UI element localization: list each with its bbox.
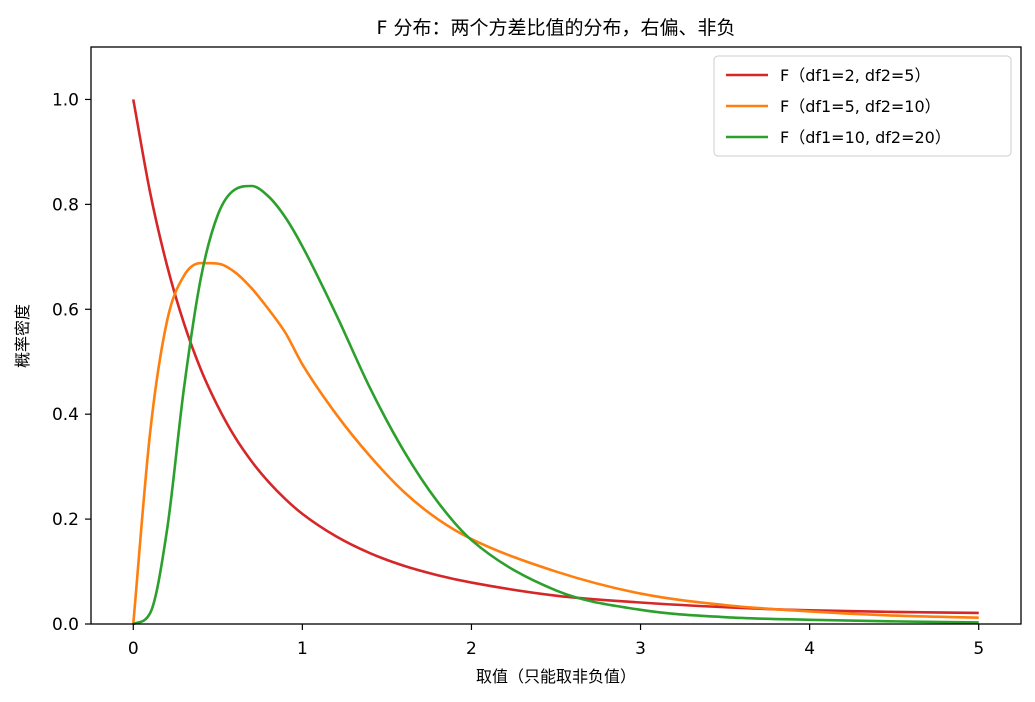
y-axis-ticks: 0.0 0.2 0.4 0.6 0.8 1.0 — [52, 90, 91, 635]
x-tick-label: 2 — [466, 639, 477, 659]
legend-entry: F（df1=5, df2=10） — [726, 97, 941, 116]
legend-entry: F（df1=2, df2=5） — [726, 66, 931, 85]
x-axis-title: 取值（只能取非负值） — [476, 667, 636, 686]
series-line-1 — [131, 99, 979, 615]
series-line-2 — [131, 261, 979, 625]
legend-label: F（df1=2, df2=5） — [780, 66, 931, 85]
y-tick-label: 0.2 — [52, 510, 79, 530]
legend-entry: F（df1=10, df2=20） — [726, 128, 951, 147]
legend: F（df1=2, df2=5） F（df1=5, df2=10） F（df1=1… — [713, 55, 1012, 157]
chart-title: F 分布：两个方差比值的分布，右偏、非负 — [377, 17, 736, 39]
y-tick-label: 0.4 — [52, 405, 79, 425]
x-tick-label: 1 — [297, 639, 308, 659]
y-tick-label: 0.6 — [52, 300, 79, 320]
x-tick-label: 4 — [804, 639, 815, 659]
y-tick-label: 0.8 — [52, 195, 79, 215]
x-tick-label: 3 — [635, 639, 646, 659]
series-line-3 — [132, 184, 979, 626]
legend-label: F（df1=10, df2=20） — [780, 128, 951, 147]
y-tick-label: 0.0 — [52, 615, 79, 635]
legend-frame — [713, 55, 1012, 157]
legend-label: F（df1=5, df2=10） — [780, 97, 941, 116]
x-tick-label: 5 — [973, 639, 984, 659]
y-tick-label: 1.0 — [52, 90, 79, 110]
plot-frame — [90, 46, 1022, 625]
series-layer — [131, 99, 979, 626]
x-tick-label: 0 — [128, 639, 139, 659]
y-axis-title: 概率密度 — [13, 304, 32, 368]
x-axis-ticks: 0 1 2 3 4 5 — [128, 624, 984, 659]
